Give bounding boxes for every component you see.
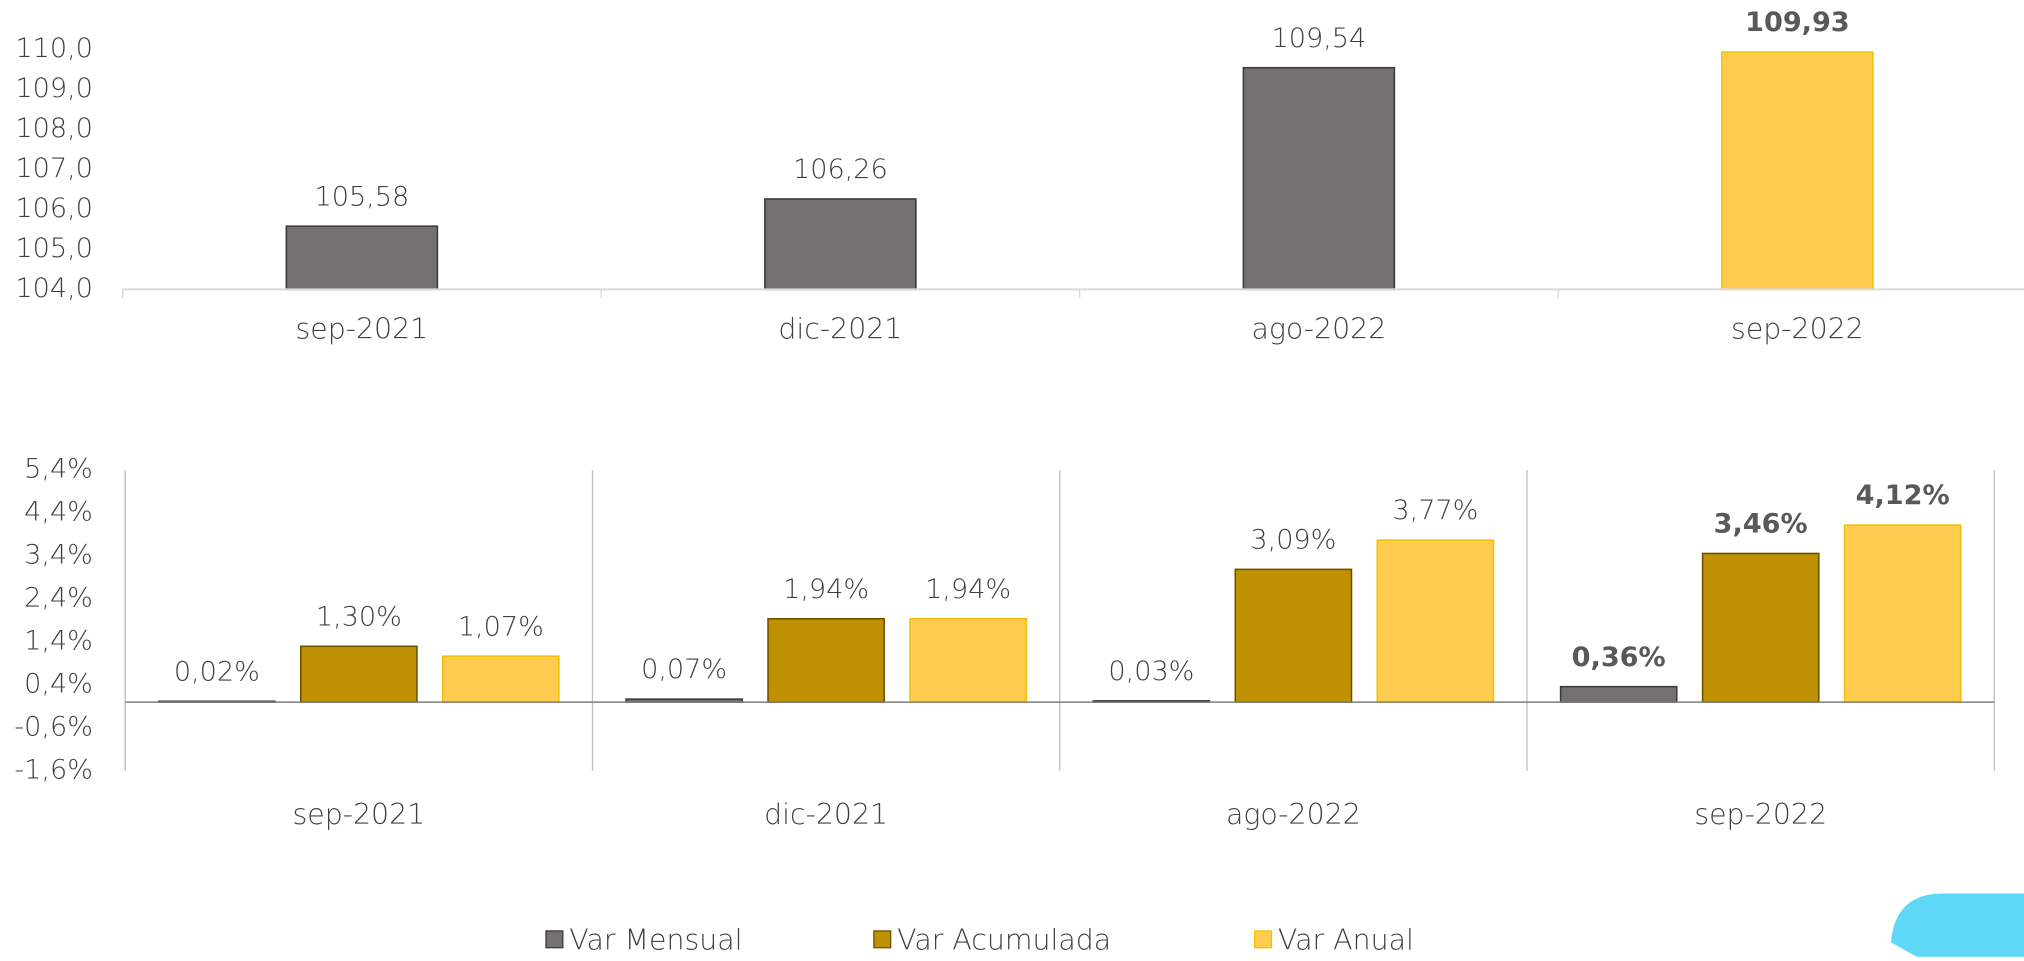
- x-tick-label: sep-2022: [1694, 798, 1827, 831]
- legend-swatch: [545, 930, 564, 949]
- bar: [909, 617, 1027, 703]
- bar: [441, 655, 560, 703]
- data-label: 109,93: [1745, 7, 1850, 38]
- bar: [1721, 51, 1874, 291]
- y-tick-label: 110,0: [15, 33, 93, 64]
- y-tick-label: -0,6%: [14, 711, 93, 742]
- data-label: 3,09%: [1250, 524, 1336, 555]
- y-tick-label: 108,0: [15, 113, 93, 144]
- y-tick-label: 109,0: [15, 73, 93, 104]
- data-label: 0,03%: [1108, 656, 1194, 687]
- data-label: 4,12%: [1856, 480, 1950, 511]
- bar: [1242, 66, 1396, 291]
- y-tick-label: 105,0: [15, 233, 93, 264]
- y-tick-label: 0,4%: [24, 668, 93, 699]
- x-tick-label: ago-2022: [1226, 798, 1361, 831]
- bar: [1701, 552, 1820, 703]
- y-tick-label: 2,4%: [24, 583, 93, 614]
- data-label: 1,07%: [458, 611, 544, 642]
- data-label: 106,26: [793, 154, 888, 185]
- x-tick-label: sep-2021: [292, 798, 425, 831]
- data-label: 0,02%: [174, 656, 260, 687]
- y-tick-label: -1,6%: [14, 754, 93, 785]
- y-tick-label: 3,4%: [24, 540, 93, 571]
- data-label: 3,46%: [1714, 509, 1808, 540]
- legend-swatch: [1254, 930, 1273, 949]
- data-label: 0,07%: [641, 654, 727, 685]
- data-label: 105,58: [314, 181, 409, 212]
- corner-decoration: [1891, 893, 2024, 957]
- bar: [764, 198, 917, 291]
- bar: [285, 225, 439, 291]
- x-tick-label: dic-2021: [764, 798, 888, 831]
- y-tick-label: 4,4%: [24, 497, 93, 528]
- data-label: 0,36%: [1572, 642, 1666, 673]
- data-label: 1,30%: [316, 601, 402, 632]
- data-label: 1,94%: [925, 574, 1011, 605]
- y-tick-label: 104,0: [15, 273, 93, 304]
- bar: [767, 617, 885, 703]
- legend-label: Var Mensual: [569, 923, 742, 956]
- x-tick-label: sep-2021: [296, 313, 429, 346]
- bar: [1234, 568, 1353, 703]
- x-tick-label: ago-2022: [1252, 313, 1387, 346]
- data-label: 109,54: [1271, 23, 1366, 54]
- y-tick-label: 106,0: [15, 193, 93, 224]
- legend-label: Var Acumulada: [897, 923, 1111, 956]
- bar: [1559, 685, 1678, 703]
- data-label: 1,94%: [783, 574, 869, 605]
- y-tick-label: 107,0: [15, 153, 93, 184]
- legend-swatch: [873, 930, 892, 949]
- y-tick-label: 1,4%: [24, 625, 93, 656]
- data-label: 3,77%: [1392, 495, 1478, 526]
- bar: [1376, 539, 1495, 703]
- bar: [1843, 524, 1962, 703]
- bar: [299, 645, 418, 703]
- x-tick-label: dic-2021: [778, 313, 902, 346]
- y-tick-label: 5,4%: [24, 454, 93, 485]
- legend-label: Var Anual: [1278, 923, 1414, 956]
- x-tick-label: sep-2022: [1731, 313, 1864, 346]
